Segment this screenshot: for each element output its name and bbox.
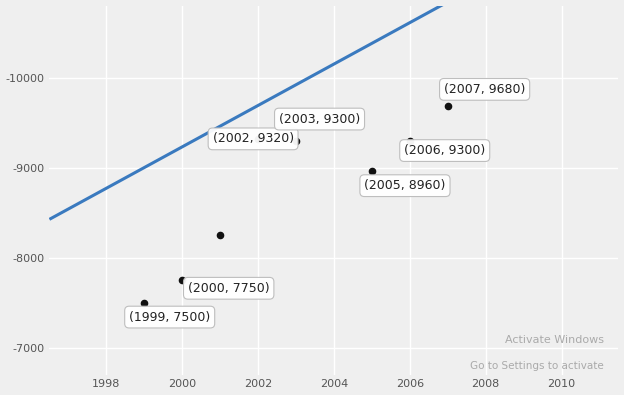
Text: (2006, 9300): (2006, 9300): [404, 144, 485, 157]
Text: (2007, 9680): (2007, 9680): [444, 83, 525, 96]
Point: [405, 137, 415, 144]
Point: [367, 168, 377, 174]
Point: [215, 232, 225, 238]
Point: [443, 103, 453, 109]
Point: [139, 299, 149, 306]
Text: (2005, 8960): (2005, 8960): [364, 179, 446, 192]
Point: [177, 277, 187, 283]
Text: Activate Windows: Activate Windows: [505, 335, 604, 345]
Text: (2003, 9300): (2003, 9300): [279, 113, 360, 126]
Text: (1999, 7500): (1999, 7500): [129, 310, 210, 324]
Text: (2000, 7750): (2000, 7750): [188, 282, 270, 295]
Point: [253, 135, 263, 142]
Text: (2002, 9320): (2002, 9320): [213, 132, 294, 145]
Point: [291, 137, 301, 144]
Text: Go to Settings to activate: Go to Settings to activate: [470, 361, 604, 371]
